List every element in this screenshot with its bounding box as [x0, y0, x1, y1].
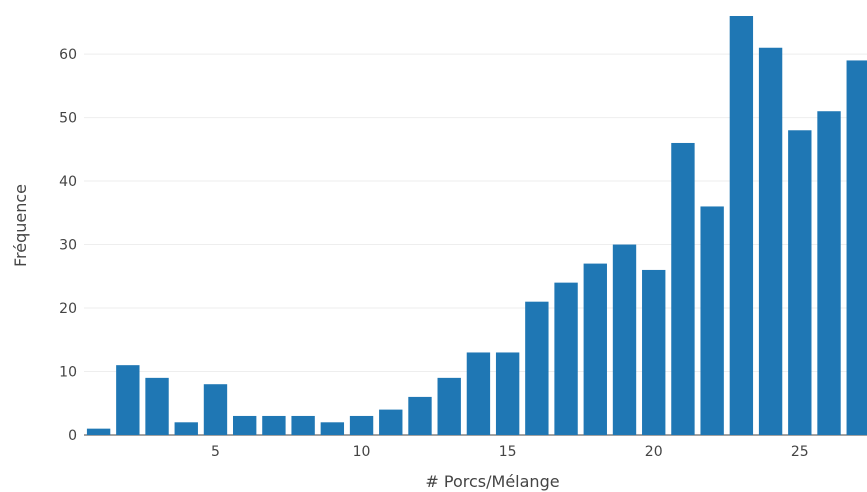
bar — [642, 269, 666, 435]
bar — [233, 415, 257, 435]
bar — [466, 352, 491, 435]
bar — [174, 422, 198, 435]
bar — [262, 415, 286, 435]
y-tick-label: 10 — [59, 365, 77, 381]
bar — [320, 422, 345, 435]
x-tick-label: 10 — [353, 444, 371, 460]
bar — [437, 377, 461, 435]
bar — [525, 301, 549, 435]
bar — [379, 409, 403, 435]
bar — [495, 352, 520, 435]
y-tick-label: 60 — [59, 47, 77, 63]
bar — [116, 365, 140, 435]
y-tick-label: 50 — [59, 111, 77, 127]
bar — [583, 263, 607, 435]
bar — [408, 396, 432, 435]
bar — [86, 428, 111, 435]
y-tick-label: 40 — [59, 174, 77, 190]
y-tick-label: 30 — [59, 238, 77, 254]
y-tick-labels: 0 10 20 30 40 50 60 — [59, 47, 77, 444]
bar — [349, 415, 374, 435]
bar — [846, 60, 867, 435]
x-tick-label: 25 — [791, 444, 809, 460]
x-tick-label: 5 — [211, 444, 220, 460]
bar — [729, 16, 754, 435]
bar — [203, 384, 228, 435]
x-tick-label: 20 — [645, 444, 663, 460]
y-tick-label: 0 — [68, 428, 77, 444]
x-axis-title: # Porcs/Mélange — [425, 472, 559, 491]
x-tick-labels: 5 10 15 20 25 — [211, 444, 809, 460]
y-tick-label: 20 — [59, 301, 77, 317]
bar — [700, 206, 724, 435]
bars — [86, 16, 867, 436]
y-axis-title: Fréquence — [11, 184, 30, 267]
x-tick-label: 15 — [499, 444, 517, 460]
bar — [612, 244, 637, 435]
bar — [671, 142, 695, 435]
bar — [554, 282, 578, 435]
bar — [788, 130, 812, 436]
bar — [145, 377, 169, 435]
bar — [817, 111, 841, 436]
bar — [291, 415, 315, 435]
bar — [758, 47, 783, 435]
